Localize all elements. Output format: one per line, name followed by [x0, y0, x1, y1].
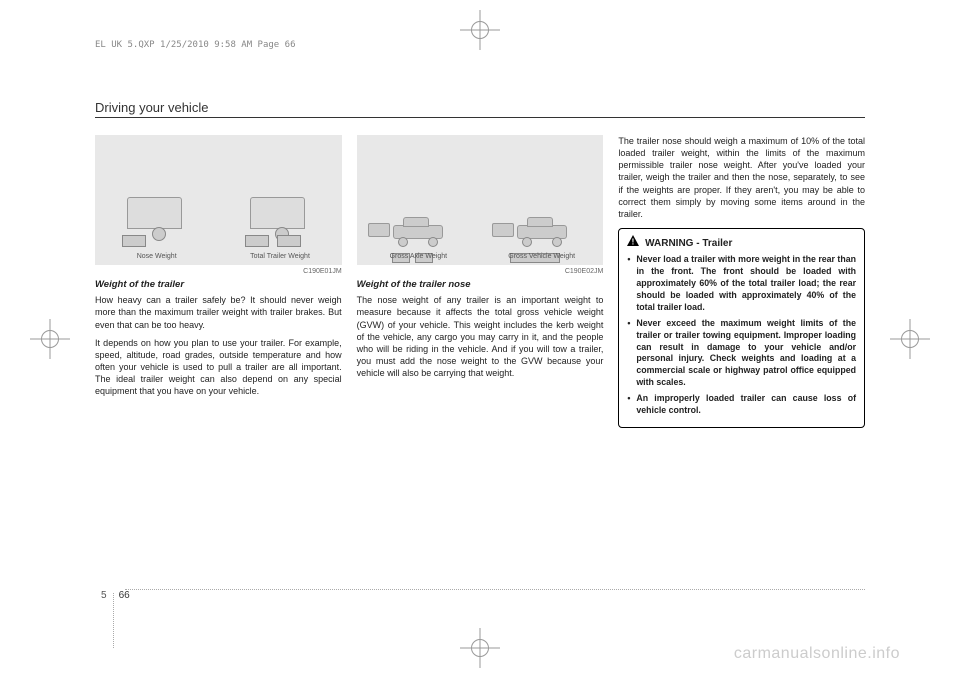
- page-number: 5 66: [95, 588, 136, 603]
- crop-mark-top: [460, 10, 500, 50]
- warning-box: ! WARNING - Trailer Never load a trailer…: [618, 228, 865, 428]
- section-title: Driving your vehicle: [95, 100, 865, 118]
- trailer-icon: [122, 197, 192, 247]
- fig-label-axle: Gross Axle Weight: [357, 252, 480, 261]
- subhead-weight-nose: Weight of the trailer nose: [357, 279, 604, 292]
- print-meta: EL UK 5.QXP 1/25/2010 9:58 AM Page 66: [95, 40, 295, 50]
- crop-mark-right: [890, 319, 930, 359]
- car-icon: [512, 219, 572, 247]
- warning-item: An improperly loaded trailer can cause l…: [627, 393, 856, 417]
- car-icon: [388, 219, 448, 247]
- warning-title: ! WARNING - Trailer: [627, 235, 856, 251]
- warning-title-text: WARNING - Trailer: [645, 238, 732, 249]
- figure-nose-weight: Nose Weight: [95, 135, 218, 265]
- fig-label-total: Total Trailer Weight: [218, 252, 341, 261]
- svg-text:!: !: [632, 237, 635, 246]
- footer-dotted-line-h: [125, 589, 865, 590]
- para: How heavy can a trailer safely be? It sh…: [95, 294, 342, 330]
- figure-total-weight: Total Trailer Weight: [218, 135, 341, 265]
- page-num: 66: [113, 588, 136, 603]
- para: It depends on how you plan to use your t…: [95, 337, 342, 398]
- figure-axle-weight: Gross Axle Weight: [357, 135, 480, 265]
- fig-label-gvw: Gross Vehicle Weight: [480, 252, 603, 261]
- subhead-weight-trailer: Weight of the trailer: [95, 279, 342, 292]
- column-1: Nose Weight Total Trailer Weight C190E01…: [95, 135, 342, 428]
- figure-vehicle-weight: Gross Axle Weight Gross Vehicle Weight: [357, 135, 604, 265]
- content-columns: Nose Weight Total Trailer Weight C190E01…: [95, 135, 865, 428]
- column-3: The trailer nose should weigh a maximum …: [618, 135, 865, 428]
- watermark: carmanualsonline.info: [734, 645, 900, 663]
- crop-mark-bottom: [460, 628, 500, 668]
- para: The trailer nose should weigh a maximum …: [618, 135, 865, 220]
- column-2: Gross Axle Weight Gross Vehicle Weight C…: [357, 135, 604, 428]
- page: EL UK 5.QXP 1/25/2010 9:58 AM Page 66 Dr…: [0, 0, 960, 678]
- para: The nose weight of any trailer is an imp…: [357, 294, 604, 379]
- warning-triangle-icon: !: [627, 235, 639, 251]
- trailer-icon: [245, 197, 315, 247]
- figure-trailer-weight: Nose Weight Total Trailer Weight: [95, 135, 342, 265]
- crop-mark-left: [30, 319, 70, 359]
- chapter-number: 5: [95, 588, 113, 603]
- figure-gvw: Gross Vehicle Weight: [480, 135, 603, 265]
- figure-code-2: C190E02JM: [357, 267, 604, 276]
- fig-label-nose: Nose Weight: [95, 252, 218, 261]
- warning-list: Never load a trailer with more weight in…: [627, 254, 856, 416]
- warning-item: Never exceed the maximum weight limits o…: [627, 318, 856, 389]
- figure-code-1: C190E01JM: [95, 267, 342, 276]
- warning-item: Never load a trailer with more weight in…: [627, 254, 856, 313]
